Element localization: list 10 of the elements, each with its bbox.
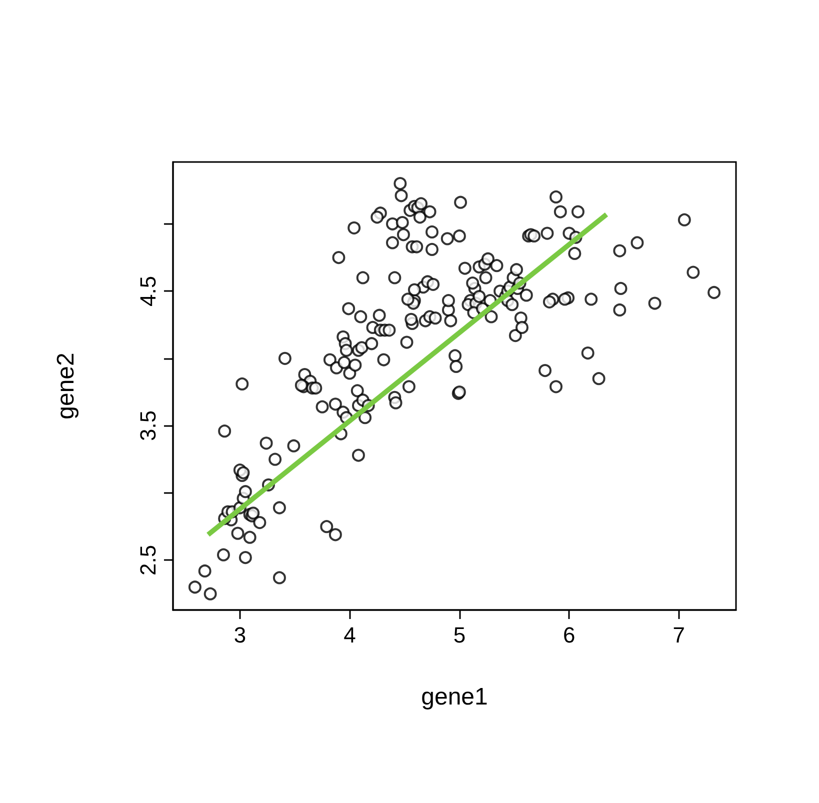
x-axis-title: gene1 [421, 684, 488, 710]
x-tick-label: 7 [672, 622, 686, 648]
y-tick-label: 2.5 [136, 544, 160, 576]
y-tick-label: 4.5 [136, 276, 160, 306]
x-tick-label: 4 [344, 622, 356, 648]
x-tick-label: 5 [453, 622, 466, 648]
y-axis-title: gene2 [52, 352, 80, 420]
x-tick-label: 3 [234, 622, 246, 648]
y-tick-label: 3.5 [136, 410, 160, 441]
x-tick-label: 6 [563, 622, 576, 648]
